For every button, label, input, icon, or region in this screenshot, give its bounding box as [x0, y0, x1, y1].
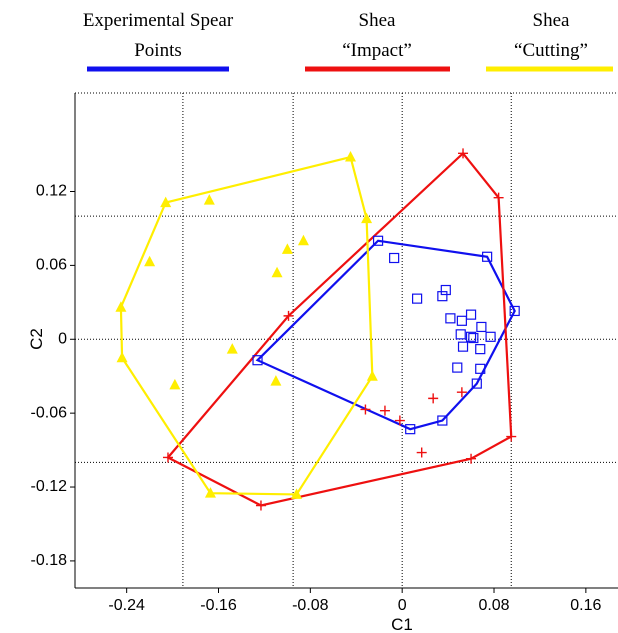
y-tick-label: 0.12	[36, 183, 67, 200]
x-tick-label: -0.16	[200, 597, 237, 614]
point	[475, 344, 486, 355]
point	[389, 252, 400, 264]
point	[226, 343, 238, 354]
y-tick-label: -0.12	[31, 478, 68, 495]
point	[162, 452, 173, 463]
hull	[119, 155, 374, 496]
point	[361, 212, 373, 224]
point	[471, 378, 482, 389]
y-axis-label: C2	[27, 328, 46, 350]
point	[468, 332, 479, 344]
x-tick-label: 0.08	[478, 597, 509, 614]
point	[440, 284, 451, 296]
x-tick-label: 0	[398, 597, 407, 614]
point	[509, 305, 520, 317]
point	[506, 431, 517, 442]
point	[416, 447, 427, 458]
point	[366, 370, 378, 381]
point	[466, 453, 477, 464]
point	[428, 393, 439, 404]
x-tick-label: -0.08	[292, 597, 329, 614]
y-tick-label: -0.06	[31, 404, 68, 421]
x-tick-label: 0.16	[570, 597, 601, 614]
point	[144, 255, 156, 267]
legend-label: Shea “Cutting”	[514, 10, 588, 61]
point	[379, 405, 390, 416]
y-tick-label: 0.06	[36, 257, 67, 274]
point	[345, 151, 357, 162]
point	[485, 331, 496, 342]
point	[412, 293, 423, 304]
point	[252, 355, 263, 366]
point	[372, 235, 384, 246]
point	[203, 194, 215, 205]
point	[452, 362, 463, 373]
point	[394, 415, 405, 426]
point	[465, 309, 477, 320]
legend-label: Shea “Impact”	[342, 10, 412, 61]
point	[458, 148, 469, 159]
point	[476, 321, 487, 333]
y-tick-label: 0	[58, 330, 67, 347]
point	[160, 196, 172, 208]
x-tick-label: -0.24	[108, 597, 145, 614]
point	[297, 234, 309, 246]
point	[405, 424, 416, 435]
point	[116, 351, 128, 363]
point	[360, 404, 371, 415]
legend-label: Experimental Spear Points	[82, 10, 234, 61]
point	[445, 313, 456, 324]
point	[455, 329, 466, 340]
point	[465, 331, 477, 342]
y-tick-label: -0.18	[31, 552, 68, 569]
point	[291, 488, 303, 499]
point	[456, 315, 467, 326]
point	[437, 415, 448, 426]
point	[457, 341, 469, 352]
point	[475, 363, 486, 374]
x-axis-label: C1	[391, 615, 413, 633]
point	[169, 378, 181, 390]
point	[437, 291, 448, 302]
point	[204, 487, 216, 498]
point	[255, 500, 266, 511]
point	[281, 243, 293, 254]
point	[493, 192, 504, 203]
point	[271, 266, 283, 278]
point	[115, 301, 127, 312]
point	[482, 251, 493, 262]
point	[283, 310, 294, 321]
point	[270, 375, 282, 386]
hull	[255, 239, 516, 431]
point	[456, 387, 467, 398]
